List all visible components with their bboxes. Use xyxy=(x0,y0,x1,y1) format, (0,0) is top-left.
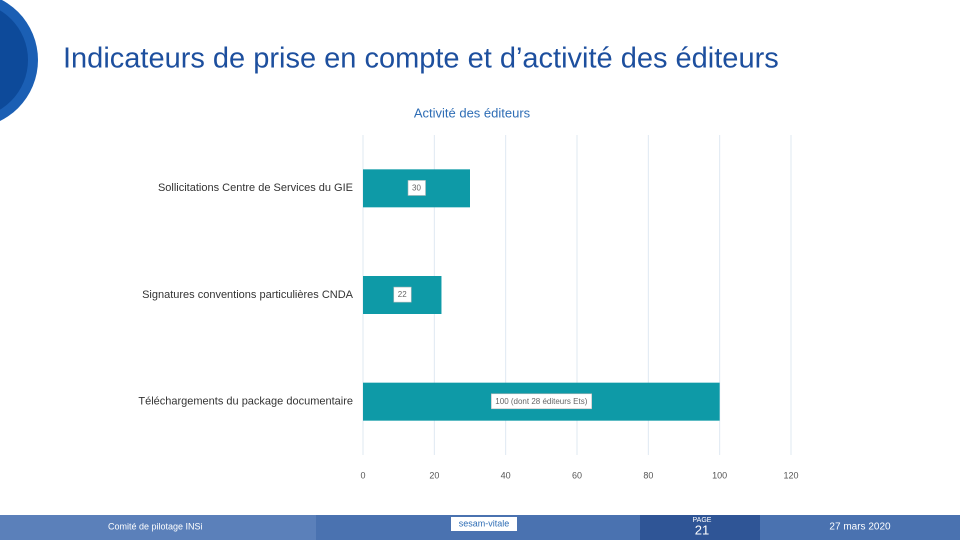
y-tick-label: Sollicitations Centre de Services du GIE xyxy=(158,182,353,194)
page-number: 21 xyxy=(695,522,709,537)
chart-title: Activité des éditeurs xyxy=(414,105,531,120)
value-label-box xyxy=(491,393,592,410)
footer-date: 27 mars 2020 xyxy=(829,522,891,533)
x-tick-label: 20 xyxy=(429,470,439,480)
value-label-box xyxy=(393,286,412,303)
logo-text: sesam-vitale xyxy=(459,518,510,528)
y-tick-label: Téléchargements du package documentaire xyxy=(138,396,353,408)
x-tick-label: 80 xyxy=(643,470,653,480)
plot: 0 20 40 60 80 100 120 Sollicitations Centre de … xyxy=(138,135,799,480)
footer-left-block xyxy=(0,515,316,540)
x-tick-label: 60 xyxy=(572,470,582,480)
value-label: 100 (dont 28 éditeurs Ets) xyxy=(495,397,587,406)
x-tick-label: 40 xyxy=(501,470,511,480)
logo-box xyxy=(451,517,517,531)
value-label: 30 xyxy=(412,183,421,192)
page-label: PAGE xyxy=(693,517,712,524)
x-tick-label: 100 xyxy=(712,470,727,480)
y-tick-label: Signatures conventions particulières CND… xyxy=(142,289,354,301)
value-label-box xyxy=(407,180,426,196)
slide-title: Indicateurs de prise en compte et d’acti… xyxy=(63,43,779,75)
x-tick-label: 0 xyxy=(360,470,365,480)
corner-decoration-inner xyxy=(0,10,28,110)
footer-left-text: Comité de pilotage INSi xyxy=(108,521,203,531)
value-label: 22 xyxy=(398,290,407,299)
x-tick-label: 120 xyxy=(783,470,798,480)
footer-page-block xyxy=(640,515,760,540)
